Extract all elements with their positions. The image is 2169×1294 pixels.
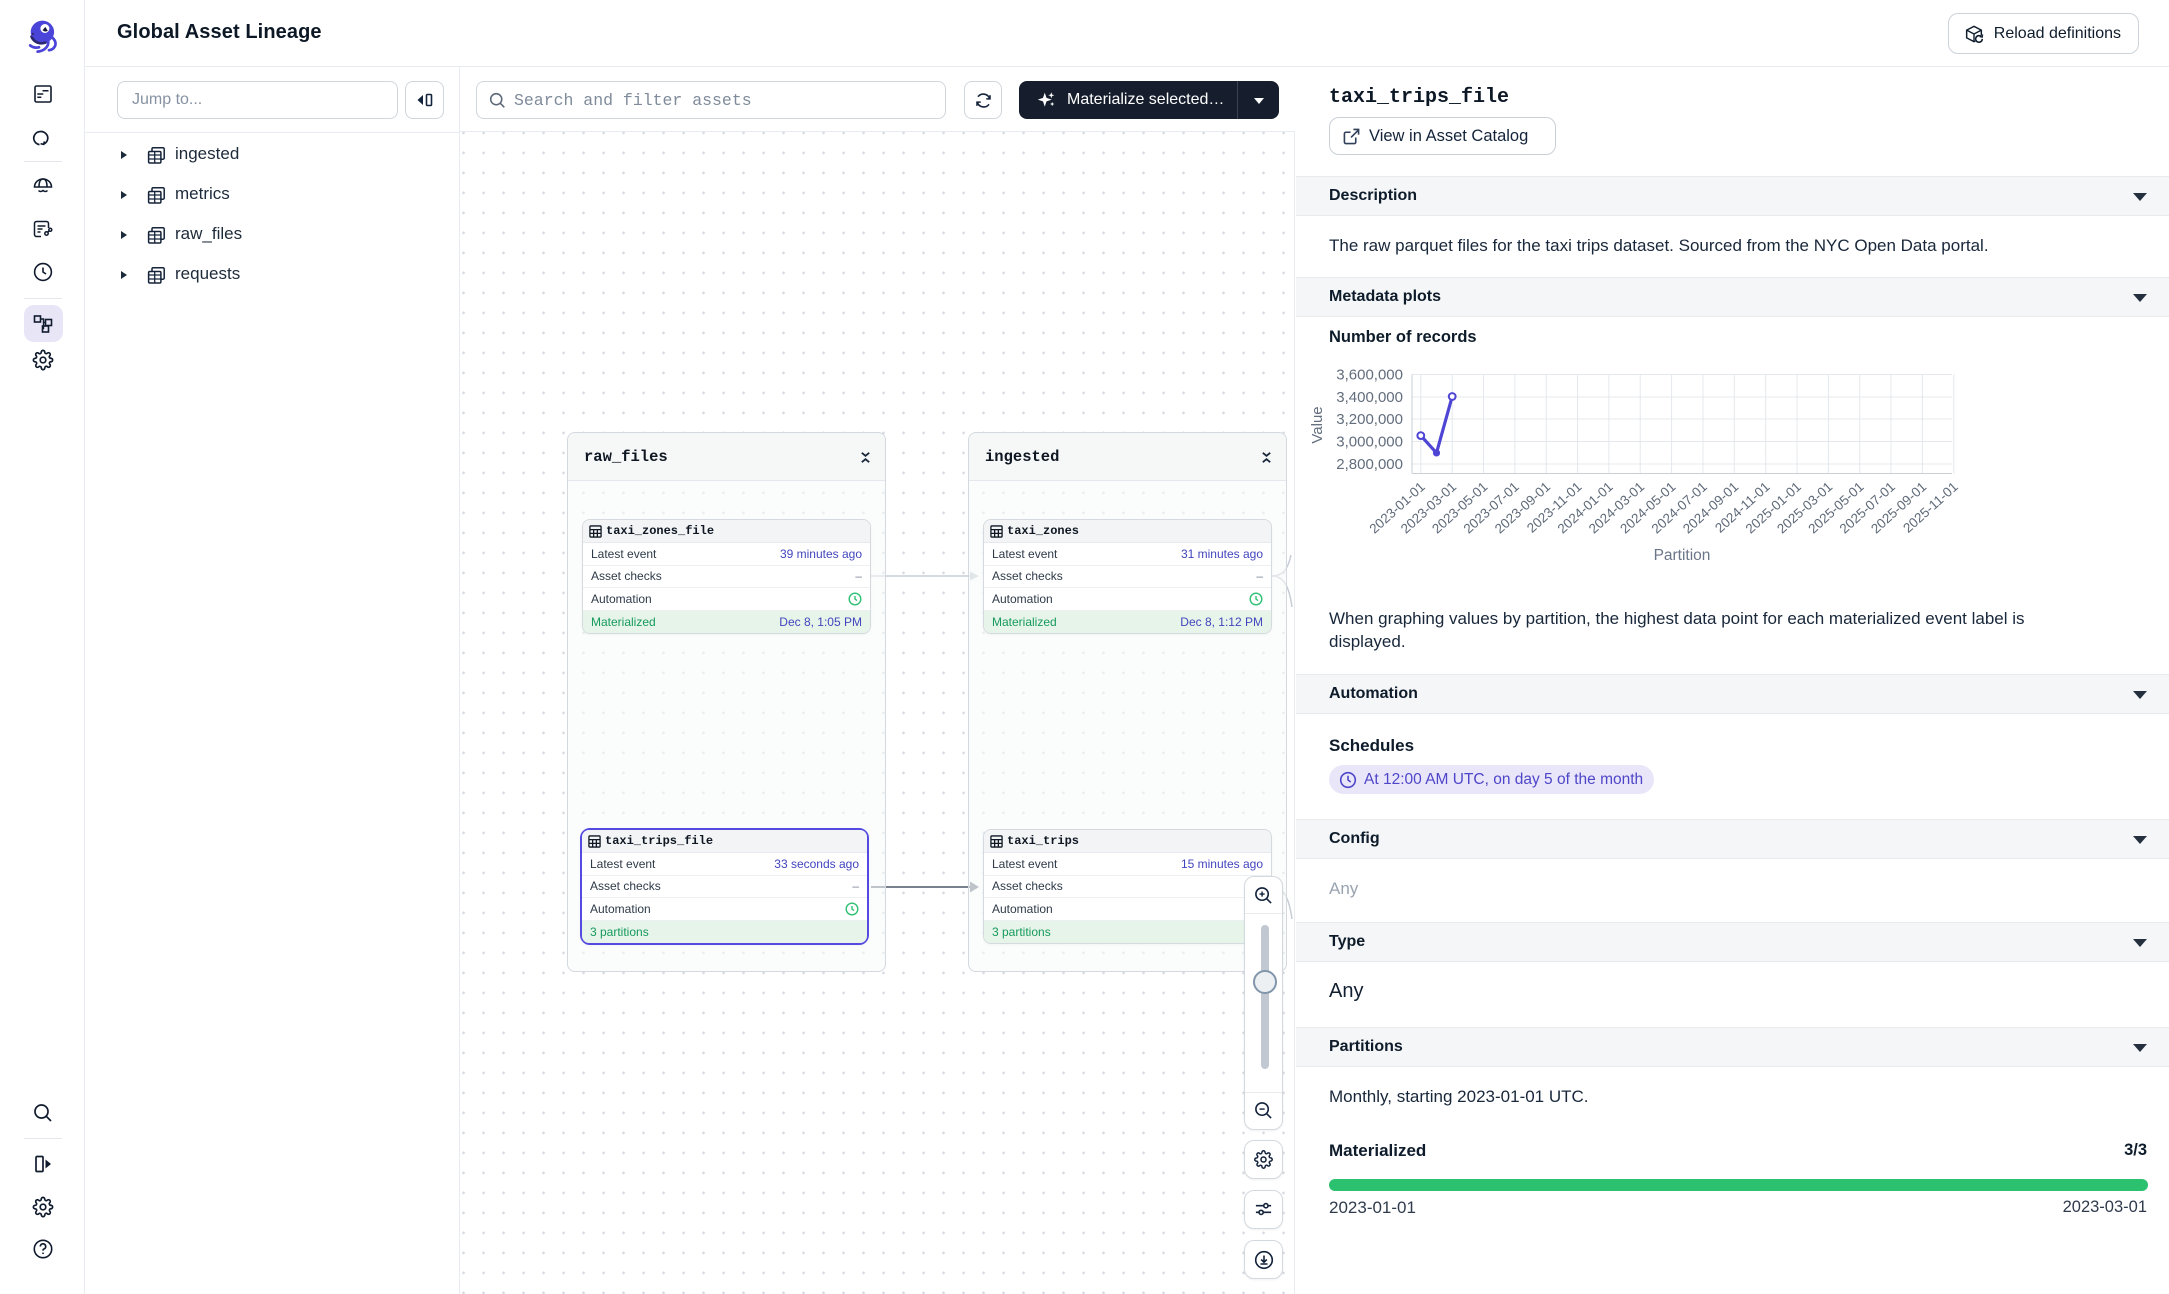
svg-text:Value: Value [1309, 406, 1326, 443]
svg-text:3,600,000: 3,600,000 [1336, 367, 1403, 384]
svg-text:3,000,000: 3,000,000 [1336, 434, 1403, 451]
svg-text:3,200,000: 3,200,000 [1336, 411, 1403, 428]
svg-text:3,400,000: 3,400,000 [1336, 389, 1403, 406]
svg-text:Partition: Partition [1654, 547, 1711, 564]
svg-text:2,800,000: 2,800,000 [1336, 456, 1403, 473]
